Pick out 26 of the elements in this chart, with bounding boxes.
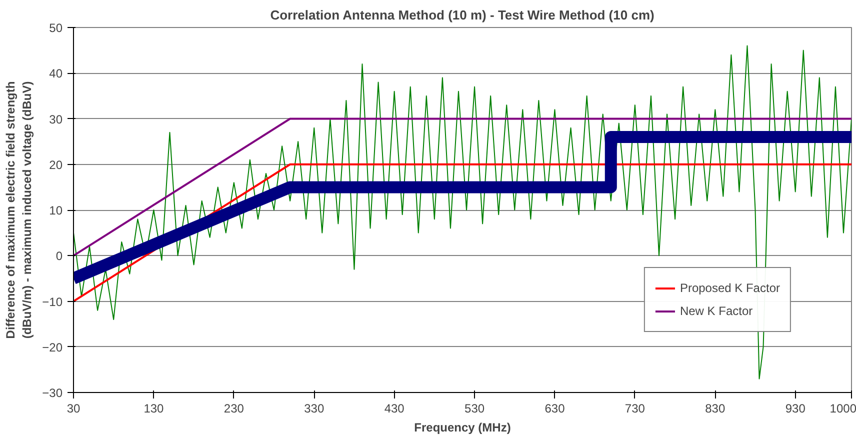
x-tick-label: 430: [384, 402, 405, 416]
x-tick-label: 130: [144, 402, 164, 416]
y-tick-label: 10: [49, 204, 63, 218]
x-tick-label: 330: [304, 402, 324, 416]
line-series: [74, 45, 852, 380]
y-tick-label: −30: [42, 386, 63, 400]
x-tick-label: 530: [464, 402, 485, 416]
x-tick-label: 830: [705, 402, 726, 416]
chart-title: Correlation Antenna Method (10 m) - Test Wire Method (10 cm): [270, 8, 654, 22]
x-tick-label: 230: [224, 402, 244, 416]
y-tick-label: 50: [49, 21, 63, 35]
legend-label: Proposed K Factor: [680, 281, 780, 295]
y-tick-label: 40: [49, 66, 63, 81]
y-tick-label: 30: [49, 112, 63, 126]
x-tick-label: 630: [544, 402, 566, 416]
x-tick-label: 930: [785, 402, 806, 416]
x-tick-label: 730: [624, 402, 646, 416]
legend-label: New K Factor: [680, 304, 753, 318]
y-axis-title: Difference of maximum electric field strength (dBuV/m) - maximum induced voltage (dBuV): [3, 81, 34, 339]
x-tick-label: 30: [66, 402, 80, 416]
x-tick-label: 1000: [830, 402, 856, 416]
y-tick-label: 0: [56, 249, 63, 264]
y-tick-label: −10: [42, 294, 63, 309]
y-tick-label: −20: [42, 340, 63, 354]
x-axis-title: Frequency (MHz): [414, 420, 511, 434]
y-tick-label: 20: [49, 158, 63, 172]
